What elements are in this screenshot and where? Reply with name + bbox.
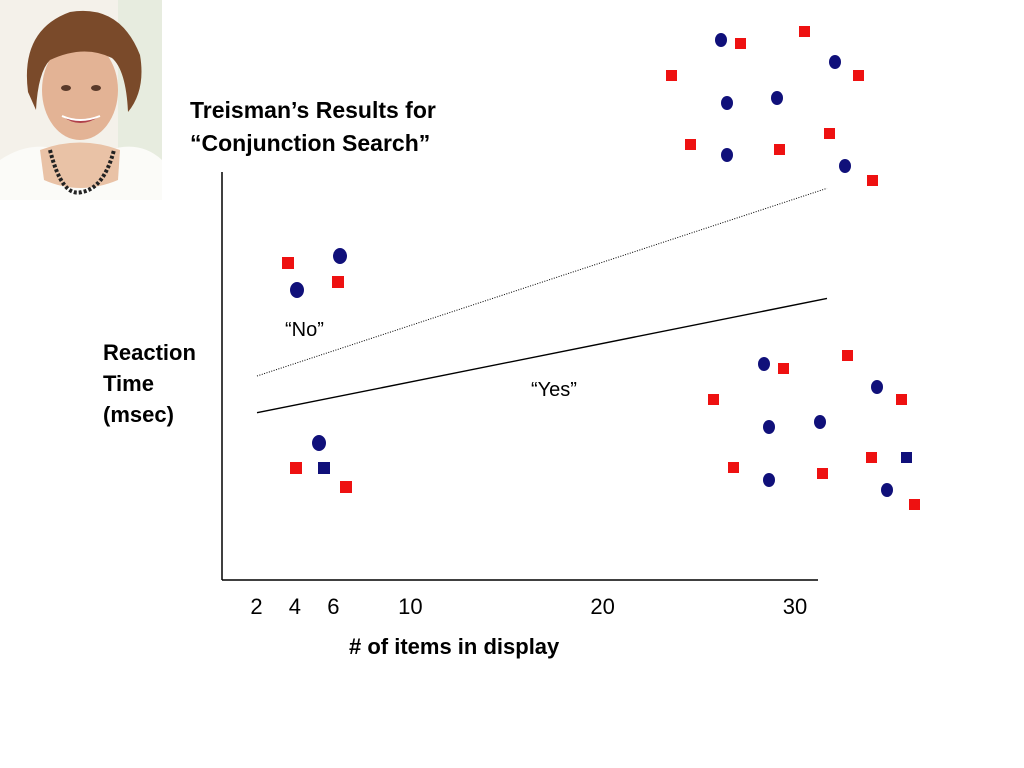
- red-square-icon: [824, 128, 835, 139]
- red-square-icon: [866, 452, 877, 463]
- x-tick-label: 30: [783, 594, 807, 619]
- x-tick-label: 6: [327, 594, 339, 619]
- red-square-icon: [842, 350, 853, 361]
- blue-circle-icon: [839, 159, 851, 173]
- display-example-small-no: [282, 248, 347, 298]
- x-tick-label: 10: [398, 594, 422, 619]
- red-square-icon: [867, 175, 878, 186]
- red-square-icon: [728, 462, 739, 473]
- red-square-icon: [282, 257, 294, 269]
- blue-circle-icon: [333, 248, 347, 264]
- blue-circle-icon: [312, 435, 326, 451]
- annotation-yes: “Yes”: [531, 379, 577, 401]
- x-tick-labels: 2 4 6 10 20 30: [250, 594, 807, 619]
- blue-circle-icon: [721, 96, 733, 110]
- blue-circle-icon: [290, 282, 304, 298]
- blue-square-target-icon: [901, 452, 912, 463]
- display-example-large-yes: [708, 350, 920, 510]
- blue-circle-icon: [763, 420, 775, 434]
- title-line-2: “Conjunction Search”: [190, 130, 431, 156]
- red-square-icon: [708, 394, 719, 405]
- red-square-icon: [685, 139, 696, 150]
- red-square-icon: [817, 468, 828, 479]
- display-example-large-no: [666, 26, 878, 186]
- blue-circle-icon: [758, 357, 770, 371]
- portrait-photo: [0, 0, 162, 200]
- slide-title: Treisman’s Results for “Conjunction Sear…: [190, 94, 436, 160]
- red-square-icon: [774, 144, 785, 155]
- red-square-icon: [909, 499, 920, 510]
- blue-circle-icon: [715, 33, 727, 47]
- blue-square-target-icon: [318, 462, 330, 474]
- red-square-icon: [290, 462, 302, 474]
- red-square-icon: [799, 26, 810, 37]
- red-square-icon: [778, 363, 789, 374]
- series-lines: [256, 187, 828, 414]
- title-line-1: Treisman’s Results for: [190, 97, 436, 123]
- red-square-icon: [332, 276, 344, 288]
- blue-circle-icon: [829, 55, 841, 69]
- blue-circle-icon: [771, 91, 783, 105]
- display-example-small-yes: [290, 435, 352, 493]
- blue-circle-icon: [871, 380, 883, 394]
- annotation-no: “No”: [285, 319, 324, 341]
- x-tick-label: 2: [250, 594, 262, 619]
- y-axis-label-line-2: Time: [103, 371, 154, 396]
- red-square-icon: [853, 70, 864, 81]
- y-axis-label-line-1: Reaction: [103, 340, 196, 365]
- series-line-no: [256, 187, 828, 377]
- x-axis-label: # of items in display: [349, 634, 560, 659]
- y-axis-label-line-3: (msec): [103, 402, 174, 427]
- y-axis-label: Reaction Time (msec): [103, 337, 196, 430]
- series-line-yes: [256, 297, 828, 414]
- blue-circle-icon: [721, 148, 733, 162]
- red-square-icon: [666, 70, 677, 81]
- blue-circle-icon: [814, 415, 826, 429]
- red-square-icon: [340, 481, 352, 493]
- red-square-icon: [896, 394, 907, 405]
- red-square-icon: [735, 38, 746, 49]
- x-tick-label: 4: [289, 594, 301, 619]
- blue-circle-icon: [763, 473, 775, 487]
- x-tick-label: 20: [590, 594, 614, 619]
- blue-circle-icon: [881, 483, 893, 497]
